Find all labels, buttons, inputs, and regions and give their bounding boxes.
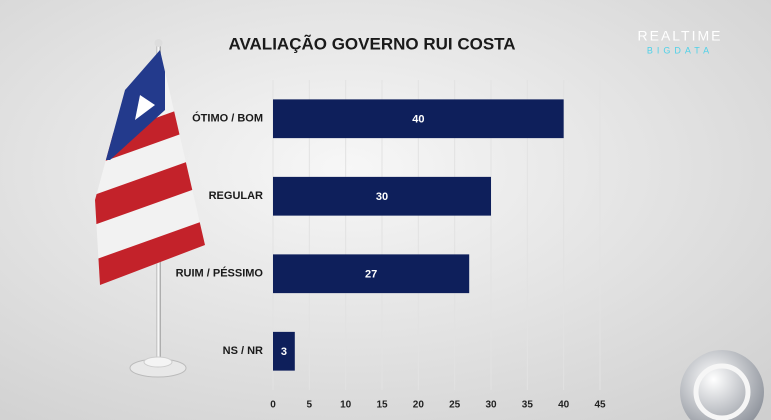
x-tick-label: 40 xyxy=(558,400,570,411)
x-tick-label: 15 xyxy=(376,400,388,411)
logo-line2: BIGDATA xyxy=(647,45,713,55)
x-tick-label: 30 xyxy=(485,400,497,411)
bar xyxy=(273,99,564,139)
bar xyxy=(273,176,491,216)
y-tick-label: REGULAR xyxy=(209,190,263,202)
x-tick-label: 10 xyxy=(340,400,352,411)
y-tick-label: RUIM / PÉSSIMO xyxy=(176,267,264,280)
y-tick-label: ÓTIMO / BOM xyxy=(192,112,263,125)
value-label: 40 xyxy=(412,114,424,126)
x-tick-label: 0 xyxy=(270,400,276,411)
x-tick-label: 35 xyxy=(522,400,534,411)
value-label: 27 xyxy=(365,269,377,281)
value-label: 30 xyxy=(376,191,388,203)
logo-line1: REALTIME xyxy=(638,28,723,44)
x-tick-label: 45 xyxy=(594,400,606,411)
x-tick-label: 25 xyxy=(449,400,461,411)
x-tick-label: 5 xyxy=(307,400,313,411)
chart-title: AVALIAÇÃO GOVERNO RUI COSTA xyxy=(228,33,515,53)
x-tick-label: 20 xyxy=(413,400,425,411)
bar xyxy=(273,331,295,371)
corner-logo xyxy=(680,350,764,420)
value-label: 3 xyxy=(281,346,287,358)
bar xyxy=(273,254,470,294)
y-tick-label: NS / NR xyxy=(223,345,263,357)
